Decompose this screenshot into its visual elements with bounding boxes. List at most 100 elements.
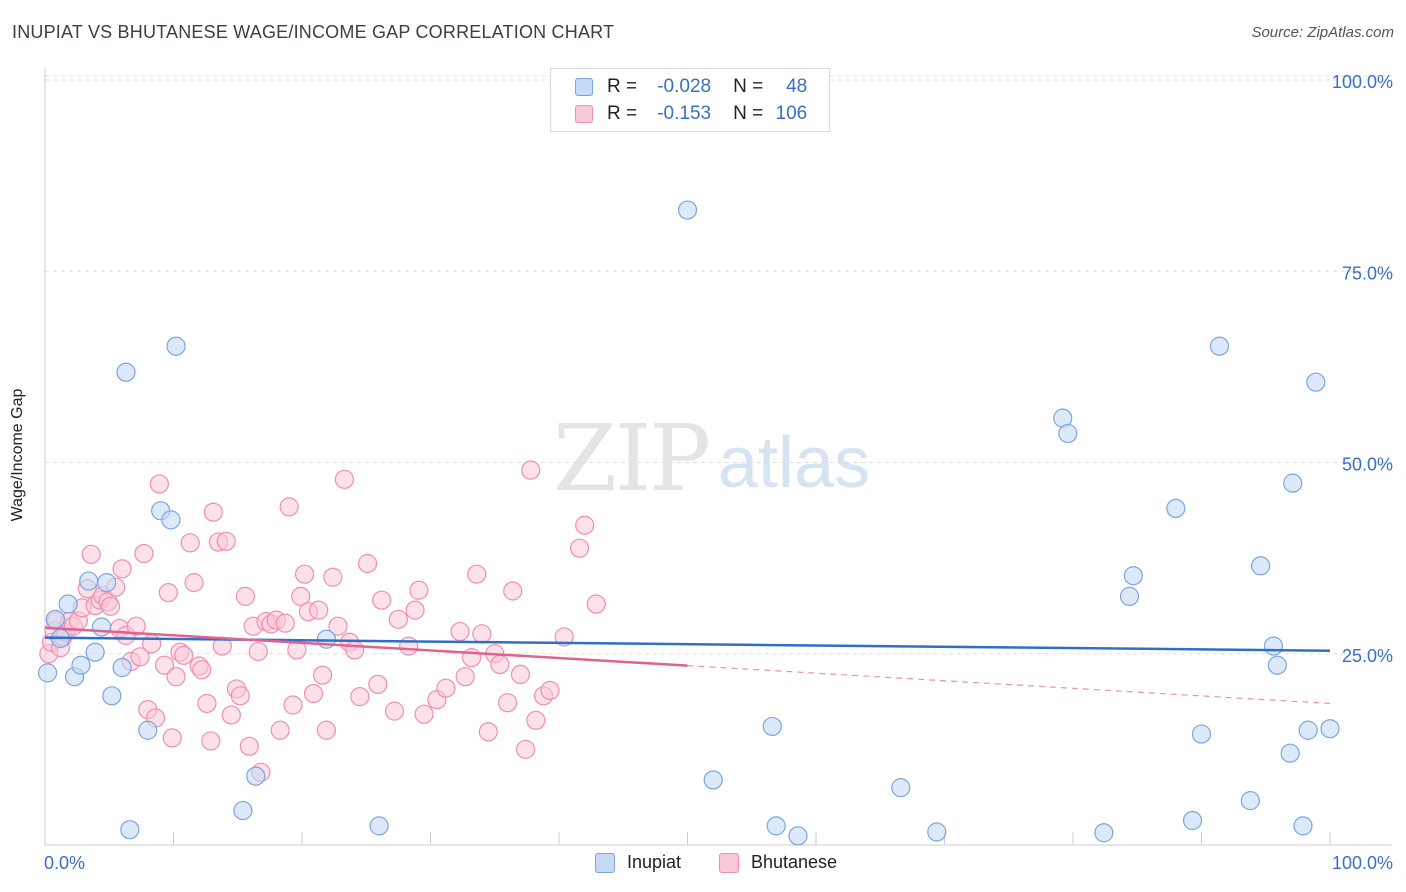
bhutanese-point	[130, 647, 150, 667]
inupiat-point	[1123, 566, 1143, 586]
bhutanese-point	[586, 594, 606, 614]
bhutanese-point	[409, 580, 429, 600]
y-tick-label: 25.0%	[1342, 646, 1393, 666]
bhutanese-point	[312, 665, 333, 685]
inupiat-point	[1251, 556, 1271, 576]
inupiat-point	[1119, 586, 1140, 606]
bhutanese-point	[230, 686, 250, 706]
bhutanese-point	[154, 655, 175, 675]
legend-swatch-bhutanese	[575, 105, 593, 123]
grid-lines	[45, 75, 1392, 655]
bhutanese-point	[174, 645, 194, 665]
bhutanese-points	[39, 460, 606, 782]
bhutanese-point	[149, 474, 169, 494]
bhutanese-point	[467, 564, 487, 584]
bhutanese-point	[368, 674, 388, 694]
inupiat-point	[37, 663, 58, 683]
legend-r-label: R =	[607, 76, 638, 97]
bhutanese-point	[279, 497, 299, 517]
inupiat-point	[120, 820, 140, 840]
bhutanese-point	[100, 596, 121, 616]
bhutanese-point	[180, 533, 200, 553]
legend-label-bhutanese: Bhutanese	[751, 852, 838, 872]
bhutanese-point	[316, 720, 337, 740]
inupiat-point	[1058, 423, 1078, 444]
bhutanese-point	[515, 739, 536, 759]
bhutanese-point	[291, 586, 311, 606]
bhutanese-point	[81, 544, 101, 564]
bhutanese-trend-line	[44, 626, 688, 667]
legend-n-label: N =	[733, 76, 764, 97]
bhutanese-point	[235, 586, 256, 606]
inupiat-point	[927, 822, 947, 842]
bhutanese-point	[436, 678, 456, 698]
bhutanese-point	[203, 502, 223, 522]
bhutanese-point	[112, 559, 132, 579]
legend-r-value: -0.028	[657, 76, 712, 97]
inupiat-point	[1263, 636, 1284, 656]
bhutanese-point	[575, 515, 595, 535]
bhutanese-point	[197, 693, 217, 714]
bhutanese-point	[184, 573, 204, 593]
inupiat-point	[766, 816, 786, 836]
bhutanese-point	[388, 609, 408, 629]
inupiat-point	[1293, 816, 1313, 836]
legend-row-bhutanese: R = -0.153 N = 106	[575, 102, 807, 126]
bhutanese-point	[399, 636, 419, 656]
bhutanese-point	[357, 553, 378, 574]
bhutanese-point	[166, 667, 186, 687]
bhutanese-point	[498, 693, 518, 713]
inupiat-point	[161, 510, 181, 530]
inupiat-point	[116, 362, 136, 382]
inupiat-point	[1320, 719, 1340, 739]
inupiat-point	[891, 778, 911, 798]
legend-swatch-inupiat	[575, 78, 593, 96]
inupiat-point	[45, 609, 65, 629]
inupiat-point	[85, 642, 105, 662]
bhutanese-point	[309, 600, 329, 620]
bhutanese-point	[334, 469, 355, 489]
inupiat-point	[1306, 372, 1326, 392]
inupiat-point	[71, 655, 91, 675]
source-label: Source: ZipAtlas.com	[1251, 24, 1394, 41]
inupiat-point	[1166, 498, 1186, 518]
inupiat-point	[1209, 336, 1230, 356]
inupiat-point	[91, 617, 112, 637]
inupiat-point	[246, 766, 266, 786]
bhutanese-point	[478, 722, 498, 742]
inupiat-point	[97, 573, 117, 593]
bhutanese-point	[192, 660, 212, 680]
legend-n-value: 48	[786, 76, 808, 97]
inupiat-point	[58, 594, 78, 614]
legend-r-value: -0.153	[657, 103, 712, 124]
tick-labels: 25.0% 50.0% 75.0% 100.0% 0.0% 100.0%	[44, 72, 1393, 873]
bhutanese-point	[472, 624, 492, 644]
bhutanese-point	[201, 731, 221, 751]
inupiat-point	[1298, 720, 1318, 740]
x-tick-label: 0.0%	[44, 853, 85, 873]
inupiat-point	[112, 657, 132, 678]
bhutanese-point	[294, 564, 315, 584]
bhutanese-point	[248, 641, 268, 662]
legend-label-inupiat: Inupiat	[627, 852, 682, 872]
bhutanese-point	[503, 581, 523, 601]
inupiat-point	[1094, 823, 1114, 843]
inupiat-point	[1267, 655, 1287, 675]
bhutanese-point	[158, 582, 178, 603]
inupiat-point	[1240, 791, 1260, 811]
bhutanese-point	[162, 728, 182, 748]
x-tick-label: 100.0%	[1332, 853, 1393, 873]
y-tick-label: 50.0%	[1342, 455, 1393, 475]
chart-title: INUPIAT VS BHUTANESE WAGE/INCOME GAP COR…	[12, 22, 615, 42]
bhutanese-point	[239, 736, 259, 756]
bhutanese-trend-extension	[687, 665, 1331, 705]
bhutanese-point	[323, 567, 343, 587]
legend-item-inupiat[interactable]: Inupiat	[595, 852, 681, 873]
legend-row-inupiat: R = -0.028 N = 48	[575, 75, 807, 99]
inupiat-point	[233, 800, 253, 821]
series-legend: Inupiat Bhutanese	[0, 852, 1406, 876]
bhutanese-point	[405, 600, 425, 620]
inupiat-point	[703, 770, 723, 790]
legend-swatch-bhutanese	[719, 852, 739, 873]
legend-item-bhutanese[interactable]: Bhutanese	[719, 852, 837, 873]
